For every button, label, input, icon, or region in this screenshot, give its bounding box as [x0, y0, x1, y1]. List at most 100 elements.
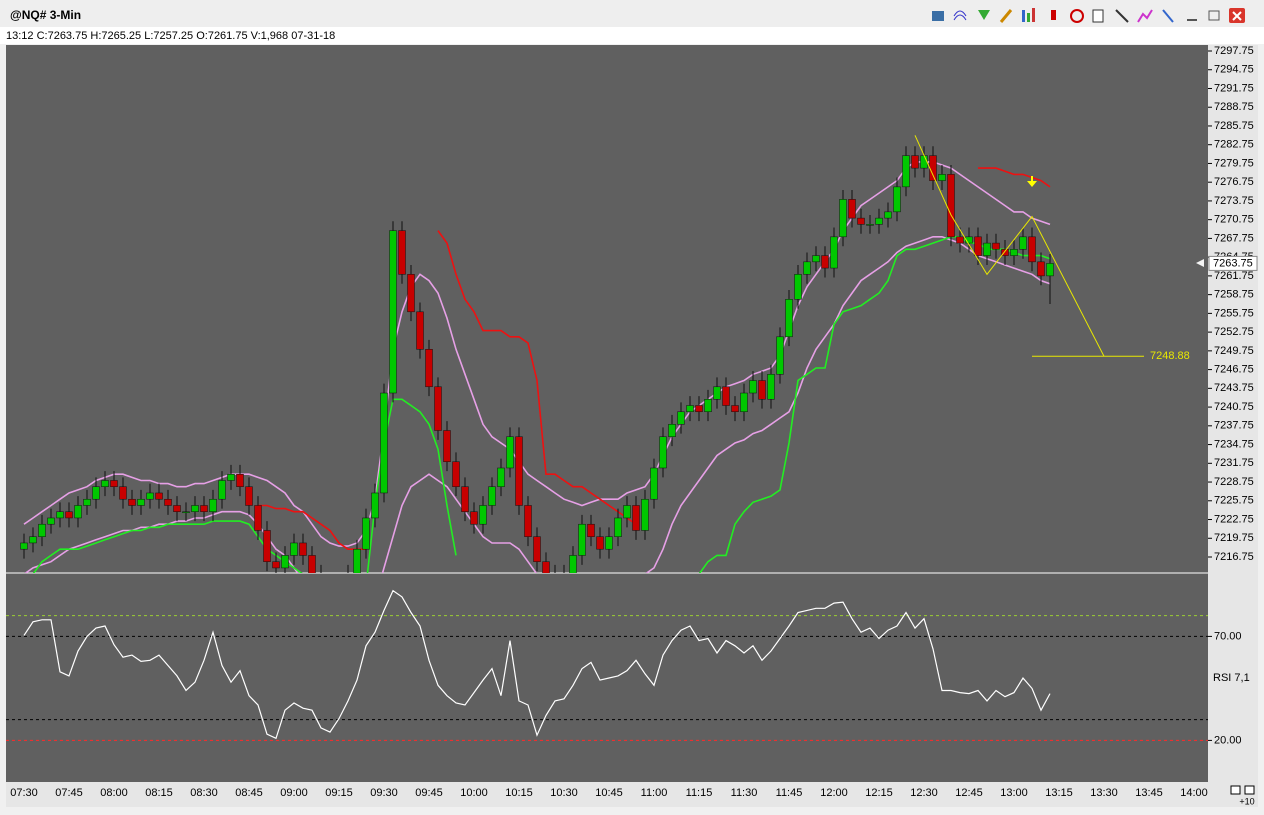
tool-icon[interactable] — [1022, 10, 1025, 22]
candle-body — [119, 486, 127, 500]
x-tick-label: 07:45 — [55, 787, 83, 799]
restore-button[interactable] — [1208, 10, 1220, 21]
candle-body — [47, 517, 55, 525]
candle-body — [425, 349, 433, 388]
candle-body — [704, 399, 712, 413]
candle-body — [443, 430, 451, 462]
candle-body — [173, 505, 181, 512]
candle-body — [92, 486, 100, 500]
tool-icon[interactable] — [1162, 9, 1174, 23]
candle-body — [920, 155, 928, 169]
panel-button[interactable] — [1244, 785, 1255, 795]
tool-icon[interactable] — [953, 10, 967, 21]
y-tick-label: 7297.75 — [1214, 45, 1254, 57]
rsi-y-tick-label: 70.00 — [1214, 630, 1242, 642]
candle-body — [128, 498, 136, 506]
x-tick-label: 12:00 — [820, 787, 848, 799]
x-tick-label: 13:00 — [1000, 787, 1028, 799]
candle-body — [398, 230, 406, 275]
candle-body — [65, 511, 73, 519]
y-tick-label: 7219.75 — [1214, 532, 1254, 544]
minimize-button[interactable] — [1187, 19, 1197, 21]
candle-body — [659, 436, 667, 469]
candle-body — [245, 486, 253, 506]
price-pointer — [1196, 259, 1204, 267]
candle-body — [722, 386, 730, 406]
candle-body — [416, 311, 424, 350]
candle-body — [461, 486, 469, 512]
tool-icon[interactable] — [1092, 9, 1104, 23]
y-tick-label: 7294.75 — [1214, 64, 1254, 76]
candle-body — [686, 405, 694, 413]
y-tick-label: 7267.75 — [1214, 232, 1254, 244]
tool-icon[interactable] — [932, 11, 944, 21]
candle-body — [857, 217, 865, 225]
candle-body — [191, 505, 199, 512]
tool-icon[interactable] — [1137, 9, 1153, 23]
tool-icon[interactable] — [999, 9, 1013, 23]
y-tick-label: 7237.75 — [1214, 420, 1254, 432]
candle-body — [875, 217, 883, 225]
candle-body — [353, 548, 361, 573]
candle-body — [866, 224, 874, 226]
y-tick-label: 7234.75 — [1214, 438, 1254, 450]
x-tick-label: 08:00 — [100, 787, 128, 799]
y-tick-label: 7246.75 — [1214, 364, 1254, 376]
x-tick-label: 14:00 — [1180, 787, 1208, 799]
price-panel: 7248.88 — [20, 135, 1190, 573]
panel-button[interactable] — [1230, 785, 1241, 795]
x-tick-label: 07:30 — [10, 787, 38, 799]
y-tick-label: 7255.75 — [1214, 307, 1254, 319]
rsi-label: RSI 7,1 — [1213, 672, 1250, 684]
candle-body — [569, 555, 577, 573]
candle-body — [992, 242, 1000, 250]
candle-body — [632, 505, 640, 531]
y-tick-label: 7240.75 — [1214, 401, 1254, 413]
candle-body — [1028, 236, 1036, 263]
y-tick-label: 7216.75 — [1214, 551, 1254, 563]
y-tick-label: 7288.75 — [1214, 101, 1254, 113]
y-tick-label: 7222.75 — [1214, 513, 1254, 525]
indicator-line — [23, 161, 1051, 547]
candle-body — [254, 505, 262, 531]
x-tick-label: 09:15 — [325, 787, 353, 799]
candle-body — [947, 174, 955, 238]
candle-body — [974, 236, 982, 256]
last-price-label: 7263.75 — [1213, 257, 1253, 269]
tool-icon[interactable] — [1115, 9, 1129, 23]
candle-body — [785, 299, 793, 338]
candle-body — [1046, 263, 1054, 277]
y-tick-label: 7291.75 — [1214, 82, 1254, 94]
candle-body — [506, 436, 514, 469]
tool-icon[interactable] — [1051, 10, 1056, 20]
candle-body — [596, 536, 604, 550]
y-tick-label: 7279.75 — [1214, 157, 1254, 169]
candle-body — [605, 536, 613, 550]
tool-icon[interactable] — [1070, 9, 1084, 23]
candle-body — [623, 505, 631, 519]
candle-body — [479, 505, 487, 525]
candle-body — [542, 561, 550, 573]
candle-body — [236, 473, 244, 487]
candle-body — [587, 523, 595, 537]
candle-body — [164, 498, 172, 506]
candle-body — [524, 505, 532, 537]
y-tick-label: 7249.75 — [1214, 345, 1254, 357]
candle-body — [272, 561, 280, 569]
candle-body — [263, 530, 271, 562]
tool-icon[interactable] — [978, 10, 990, 20]
candle-body — [776, 336, 784, 375]
x-tick-label: 08:30 — [190, 787, 218, 799]
candle-body — [803, 261, 811, 275]
tool-icon[interactable] — [1032, 8, 1035, 22]
rsi-panel — [6, 589, 1208, 741]
rsi-y-tick-label: 20.00 — [1214, 734, 1242, 746]
plot-area — [6, 45, 1208, 782]
x-tick-label: 10:45 — [595, 787, 623, 799]
x-tick-label: 09:00 — [280, 787, 308, 799]
tool-icon[interactable] — [1027, 13, 1030, 22]
y-tick-label: 7228.75 — [1214, 476, 1254, 488]
candle-body — [641, 498, 649, 531]
y-tick-label: 7231.75 — [1214, 457, 1254, 469]
toolbar — [932, 8, 1245, 23]
